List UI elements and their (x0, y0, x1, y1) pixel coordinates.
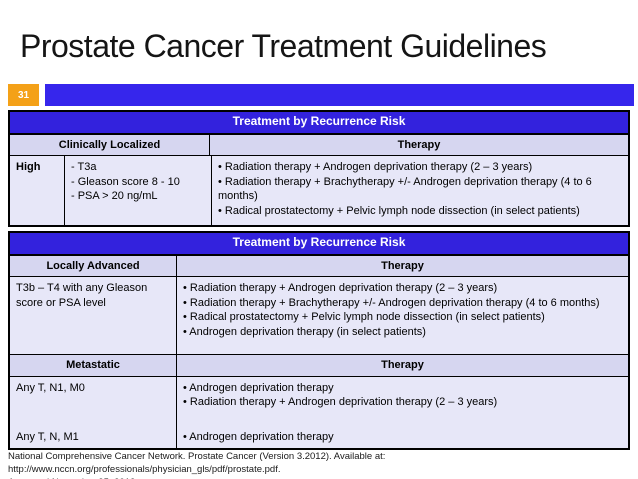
column-header-therapy: Therapy (381, 359, 424, 372)
therapy-item: • Androgen deprivation therapy (183, 381, 334, 394)
table-row: High - T3a - Gleason score 8 - 10 - PSA … (10, 155, 628, 226)
therapy-cell: • Radiation therapy + Androgen deprivati… (177, 277, 628, 354)
citation-line: National Comprehensive Cancer Network. P… (8, 451, 386, 475)
column-header-clinically-localized: Clinically Localized (10, 134, 210, 156)
criteria-cell: - T3a - Gleason score 8 - 10 - PSA > 20 … (65, 156, 212, 226)
table-locally-advanced-metastatic: Treatment by Recurrence Risk Locally Adv… (8, 231, 630, 451)
column-header-therapy: Therapy (397, 138, 441, 151)
therapy-item: • Androgen deprivation therapy (183, 430, 334, 443)
table-row: T3b – T4 with any Gleason score or PSA l… (10, 276, 628, 355)
criteria-line: - PSA > 20 ng/mL (71, 190, 158, 203)
page-title: Prostate Cancer Treatment Guidelines (20, 28, 547, 64)
therapy-item: • Radiation therapy + Androgen deprivati… (183, 396, 498, 409)
column-header-therapy: Therapy (381, 259, 424, 272)
citation-line: Accessed November 25, 2012. (8, 477, 630, 479)
table-title: Treatment by Recurrence Risk (10, 112, 628, 135)
criteria-line: - T3a (71, 161, 97, 174)
table-clinically-localized: Treatment by Recurrence Risk Clinically … (8, 110, 630, 228)
therapy-cell: • Androgen deprivation therapy (177, 414, 628, 449)
stage-cell: Any T, N1, M0 (10, 376, 177, 414)
table-header-row: Clinically Localized Therapy (10, 134, 628, 156)
table-header-row: Locally Advanced Therapy (10, 255, 628, 277)
criteria-line: - Gleason score 8 - 10 (71, 175, 180, 188)
table-row: Any T, N1, M0 • Androgen deprivation the… (10, 375, 628, 449)
risk-level-cell: High (10, 156, 65, 226)
stage-cell: T3b – T4 with any Gleason score or PSA l… (10, 277, 177, 355)
accent-row: 31 (8, 84, 634, 106)
therapy-item: • Androgen deprivation therapy (in selec… (183, 325, 426, 338)
therapy-item: • Radiation therapy + Androgen deprivati… (218, 161, 533, 174)
therapy-item: • Radiation therapy + Brachytherapy +/- … (218, 175, 592, 203)
slide-number-badge: 31 (8, 84, 39, 106)
table-title: Treatment by Recurrence Risk (10, 233, 628, 256)
accent-bar (45, 84, 634, 106)
therapy-item: • Radical prostatectomy + Pelvic lymph n… (183, 311, 545, 324)
column-header-metastatic: Metastatic (10, 355, 177, 376)
table-header-row: Metastatic Therapy (10, 354, 628, 376)
therapy-cell: • Androgen deprivation therapy • Radiati… (177, 377, 628, 414)
therapy-cell: • Radiation therapy + Androgen deprivati… (212, 156, 628, 225)
citation-footer: National Comprehensive Cancer Network. P… (8, 451, 630, 479)
therapy-item: • Radiation therapy + Androgen deprivati… (183, 282, 498, 295)
therapy-item: • Radical prostatectomy + Pelvic lymph n… (218, 204, 580, 217)
column-header-locally-advanced: Locally Advanced (10, 255, 177, 277)
therapy-item: • Radiation therapy + Brachytherapy +/- … (183, 296, 600, 309)
stage-cell: Any T, N, M1 (10, 413, 177, 449)
